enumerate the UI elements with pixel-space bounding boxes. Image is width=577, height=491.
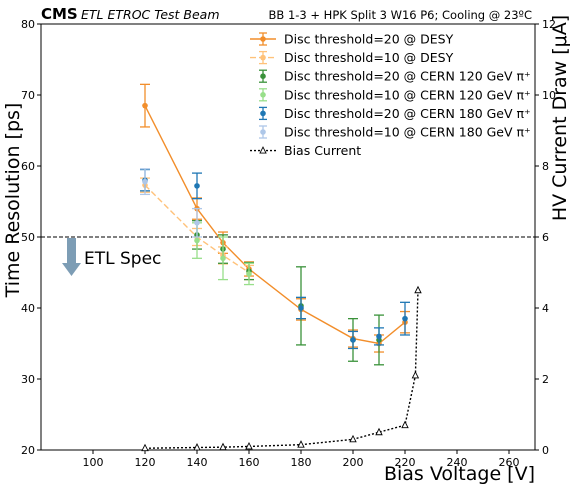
legend-item: Bias Current (250, 143, 361, 158)
data-point (376, 333, 382, 340)
x-tick-label: 240 (447, 456, 468, 469)
legend-item: Disc threshold=10 @ DESY (250, 50, 454, 65)
y-axis-label: Time Resolution [ps] (2, 103, 24, 299)
legend-item: Disc threshold=10 @ CERN 120 GeV π⁺ (259, 87, 531, 102)
cms-logo: CMS (41, 5, 78, 23)
legend-marker (259, 146, 267, 154)
data-point (297, 440, 305, 448)
legend-item: Disc threshold=20 @ DESY (250, 32, 454, 47)
x-axis-label: Bias Voltage [V] (384, 463, 535, 485)
series-5 (140, 168, 202, 238)
legend-marker (260, 92, 266, 98)
data-point (401, 420, 409, 429)
y-tick-label: 60 (21, 160, 35, 173)
legend-item: Disc threshold=20 @ CERN 180 GeV π⁺ (259, 106, 531, 121)
legend-label: Disc threshold=20 @ CERN 180 GeV π⁺ (284, 106, 531, 121)
chart-header-right: BB 1-3 + HPK Split 3 W16 P6; Cooling @ 2… (269, 8, 532, 22)
data-point (194, 220, 200, 226)
y2-tick-label: 0 (542, 444, 549, 457)
series-6 (141, 285, 422, 452)
data-point (193, 443, 201, 451)
data-point (411, 370, 420, 379)
legend-label: Disc threshold=20 @ CERN 120 GeV π⁺ (284, 69, 531, 84)
legend-marker (260, 73, 266, 79)
y2-tick-label: 12 (542, 18, 556, 31)
y-tick-label: 50 (21, 231, 35, 244)
data-point (246, 271, 252, 277)
data-point (220, 255, 226, 262)
x-tick-label: 160 (239, 456, 260, 469)
series-4 (140, 168, 410, 350)
series-line (144, 105, 406, 345)
etl-spec-label: ETL Spec (84, 249, 161, 269)
y-tick-label: 40 (21, 302, 35, 315)
y2-tick-label: 4 (542, 302, 549, 315)
data-point (194, 237, 200, 244)
legend-label: Disc threshold=10 @ CERN 120 GeV π⁺ (284, 87, 531, 102)
data-point (219, 442, 227, 451)
legend-label: Bias Current (284, 143, 361, 158)
x-tick-label: 180 (291, 456, 312, 469)
y-tick-label: 70 (21, 89, 35, 102)
x-tick-label: 220 (395, 456, 416, 469)
x-tick-label: 140 (187, 456, 208, 469)
y2-tick-label: 6 (542, 231, 549, 244)
y2-tick-label: 8 (542, 160, 549, 173)
series-line (144, 290, 419, 449)
data-point (414, 285, 422, 294)
series-line (144, 184, 250, 274)
legend-label: Disc threshold=20 @ DESY (284, 32, 454, 47)
data-point (402, 315, 408, 322)
legend-item: Disc threshold=10 @ CERN 180 GeV π⁺ (259, 125, 531, 140)
x-tick-label: 120 (135, 456, 156, 469)
etl-spec-arrow-icon (62, 238, 81, 276)
legend-item: Disc threshold=20 @ CERN 120 GeV π⁺ (259, 69, 531, 84)
y2-axis-label: HV Current Draw [μA] (549, 15, 571, 221)
legend-label: Disc threshold=10 @ DESY (284, 50, 454, 65)
legend-marker (260, 129, 266, 135)
legend-marker (260, 36, 266, 42)
y-tick-label: 30 (21, 373, 35, 386)
x-tick-label: 260 (499, 456, 520, 469)
x-tick-label: 100 (83, 456, 104, 469)
data-point (194, 183, 200, 189)
legend-label: Disc threshold=10 @ CERN 180 GeV π⁺ (284, 125, 531, 140)
y-tick-label: 20 (21, 444, 35, 457)
data-point (298, 305, 304, 311)
x-tick-label: 200 (343, 456, 364, 469)
data-point (349, 434, 357, 443)
data-point (375, 427, 383, 436)
legend-marker (260, 110, 266, 117)
legend: Disc threshold=20 @ DESY Disc threshold=1… (250, 32, 531, 158)
data-point (142, 102, 148, 109)
y2-tick-label: 10 (542, 89, 556, 102)
data-point (142, 178, 148, 185)
y2-tick-label: 2 (542, 373, 549, 386)
legend-marker (260, 54, 266, 61)
chart-subtitle: ETL ETROC Test Beam (81, 7, 220, 22)
data-point (245, 441, 253, 450)
y-tick-label: 80 (21, 18, 35, 31)
data-point (350, 337, 356, 343)
data-point (141, 443, 149, 452)
